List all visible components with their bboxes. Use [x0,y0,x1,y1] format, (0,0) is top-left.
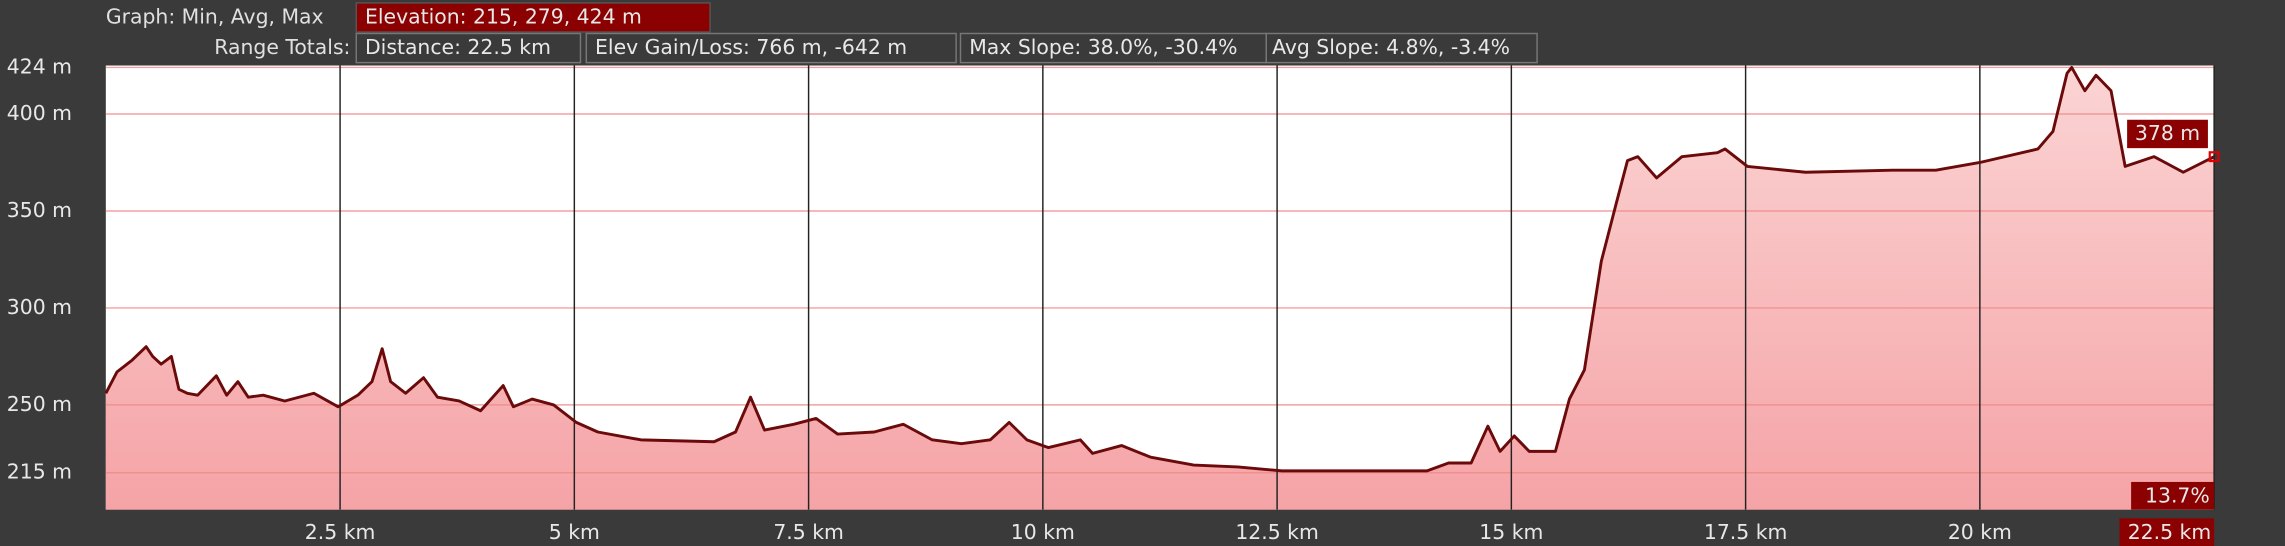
elevation-box[interactable] [355,2,711,33]
max-slope: Max Slope: 38.0%, -30.4% [969,35,1237,59]
stat-box[interactable] [585,32,957,64]
x-tick-label: 12.5 km [1235,520,1319,544]
distance: Distance: 22.5 km [365,35,551,59]
cursor-point [2208,151,2220,163]
x-tick-label: 20 km [1948,520,2012,544]
x-tick-label: 17.5 km [1704,520,1787,544]
cursor-slope: 13.7% [2145,483,2210,507]
x-tick-label: 15 km [1479,520,1543,544]
cursor-slope-box [2131,481,2215,510]
elevation-area [105,67,2215,510]
y-tick-label: 350 m [7,198,72,222]
cursor-elevation-box [2126,119,2209,149]
y-tick-label: 215 m [7,460,72,484]
toolbar-label: Range Totals: [214,35,350,59]
x-tick-label: 5 km [549,520,600,544]
x-tick-label: 7.5 km [773,520,844,544]
elevation-line [104,65,2215,473]
y-tick-label: 400 m [7,101,72,125]
cursor-distance-box [2119,518,2215,546]
elevation-summary: Elevation: 215, 279, 424 m [365,4,642,28]
stat-box[interactable] [355,32,582,64]
avg-slope: Avg Slope: 4.8%, -3.4% [1272,35,1510,59]
toolbar-label: Graph: Min, Avg, Max [106,4,324,28]
y-tick-label: 424 m [7,54,72,78]
cursor-elevation: 378 m [2135,121,2200,145]
y-tick-label: 300 m [7,295,72,319]
gain-loss: Elev Gain/Loss: 766 m, -642 m [595,35,907,59]
y-tick-label: 250 m [7,392,72,416]
x-tick-label: 10 km [1011,520,1075,544]
x-tick-label: 2.5 km [305,520,376,544]
x-tick-label: 22.5 km [2128,520,2212,544]
stat-box[interactable] [1265,32,1538,64]
